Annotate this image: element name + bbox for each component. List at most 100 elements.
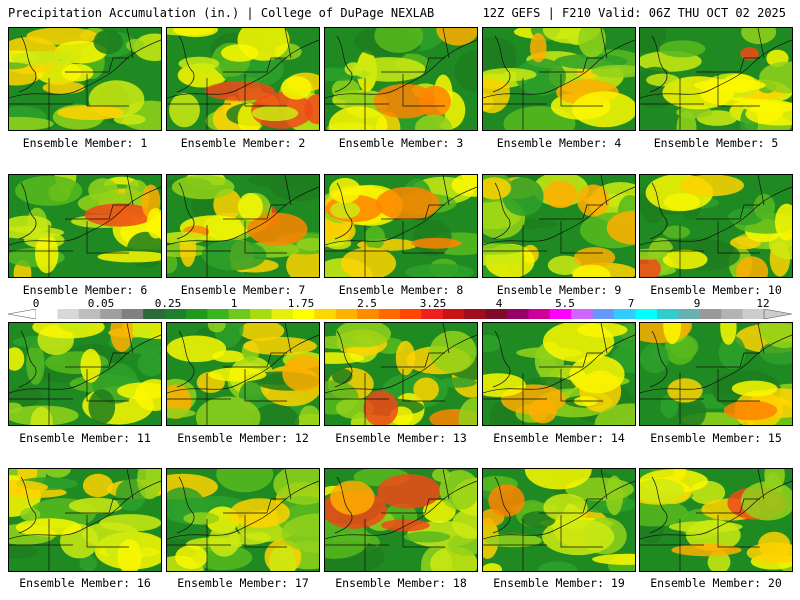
precip-field	[9, 323, 161, 425]
precip-field	[640, 469, 792, 571]
member-map-3[interactable]	[324, 27, 478, 131]
precip-blob	[483, 177, 511, 200]
precip-blob	[269, 545, 297, 571]
colorbar-swatch	[335, 309, 358, 319]
precip-blob	[178, 56, 220, 71]
map-border-line	[442, 28, 450, 59]
map-border-line	[334, 35, 353, 93]
colorbar-swatch	[421, 309, 444, 319]
map-border-line	[492, 330, 511, 388]
precip-field	[640, 175, 792, 277]
precip-blob	[192, 545, 253, 571]
member-label: Ensemble Member: 9	[496, 283, 622, 297]
precip-blob	[483, 563, 502, 571]
colorbar-tick-label: 1.75	[287, 297, 315, 310]
member-map-14[interactable]	[482, 322, 636, 426]
map-border-line	[176, 35, 195, 93]
precip-blob	[363, 390, 399, 425]
member-label: Ensemble Member: 12	[177, 431, 309, 445]
precip-blob	[572, 264, 611, 277]
precip-blob	[247, 212, 308, 246]
colorbar-tick-label: 0	[32, 297, 40, 310]
colorbar-swatch	[635, 309, 658, 319]
colorbar-right-arrow	[763, 309, 792, 319]
precip-blob	[685, 519, 741, 552]
map-border-line	[640, 186, 792, 246]
member-label: Ensemble Member: 5	[653, 136, 779, 150]
precip-blob	[97, 251, 161, 263]
colorbar-swatch	[400, 309, 422, 319]
precip-blob	[718, 335, 746, 370]
map-border-line	[739, 57, 760, 73]
member-map-13[interactable]	[324, 322, 478, 426]
precip-blob	[248, 175, 310, 188]
member-map-16[interactable]	[8, 468, 162, 572]
precip-blob	[296, 237, 319, 251]
precip-blob	[281, 513, 319, 553]
member-map-15[interactable]	[639, 322, 793, 426]
precip-blob	[88, 389, 116, 425]
member-label: Ensemble Member: 15	[650, 431, 782, 445]
member-label: Ensemble Member: 8	[338, 283, 464, 297]
member-map-5[interactable]	[639, 27, 793, 131]
member-map-9[interactable]	[482, 174, 636, 278]
member-map-4[interactable]	[482, 27, 636, 131]
map-border-line	[600, 469, 608, 500]
precip-field	[9, 469, 161, 571]
member-map-18[interactable]	[324, 468, 478, 572]
member-map-19[interactable]	[482, 468, 636, 572]
map-border-line	[86, 369, 129, 402]
member-map-1[interactable]	[8, 27, 162, 131]
colorbar-swatch	[164, 309, 187, 319]
map-border-line	[167, 480, 319, 540]
member-map-12[interactable]	[166, 322, 320, 426]
map-border-line	[86, 515, 129, 548]
member-map-7[interactable]	[166, 174, 320, 278]
precip-blob	[436, 28, 477, 46]
precip-field	[483, 323, 635, 425]
colorbar-tick-label: 4	[495, 297, 503, 310]
colorbar-swatch	[57, 309, 80, 319]
map-border-line	[126, 28, 134, 59]
map-border-line	[284, 469, 292, 500]
map-border-line	[9, 39, 161, 99]
precip-blob	[57, 105, 124, 120]
precip-blob	[243, 336, 317, 356]
precip-blob	[374, 28, 424, 53]
precip-blob	[183, 512, 220, 525]
precip-blob	[195, 396, 261, 425]
member-map-11[interactable]	[8, 322, 162, 426]
map-border-line	[334, 182, 353, 240]
map-border-line	[108, 498, 129, 514]
precip-blob	[594, 403, 635, 425]
member-map-10[interactable]	[639, 174, 793, 278]
colorbar-swatch	[592, 309, 615, 319]
member-map-6[interactable]	[8, 174, 162, 278]
precip-blob	[405, 263, 474, 277]
map-border-line	[284, 323, 292, 354]
member-map-8[interactable]	[324, 174, 478, 278]
member-map-17[interactable]	[166, 468, 320, 572]
precip-blob	[413, 377, 439, 402]
member-map-2[interactable]	[166, 27, 320, 131]
precip-blob	[542, 518, 615, 556]
precip-blob	[344, 62, 363, 76]
map-border-line	[717, 369, 760, 402]
map-border-line	[560, 369, 603, 402]
map-border-line	[649, 35, 668, 93]
map-border-line	[757, 175, 765, 206]
colorbar-swatch	[485, 309, 508, 319]
member-map-20[interactable]	[639, 468, 793, 572]
precip-blob	[483, 335, 502, 352]
precip-blob	[35, 233, 59, 274]
precip-blob	[329, 177, 361, 203]
precip-blob	[640, 343, 669, 374]
map-border-line	[266, 352, 287, 368]
map-border-line	[18, 476, 37, 534]
precip-blob	[173, 28, 218, 38]
map-border-line	[244, 74, 287, 107]
map-border-line	[492, 182, 511, 240]
member-label: Ensemble Member: 4	[496, 136, 622, 150]
map-border-line	[757, 28, 765, 59]
map-border-line	[739, 498, 760, 514]
